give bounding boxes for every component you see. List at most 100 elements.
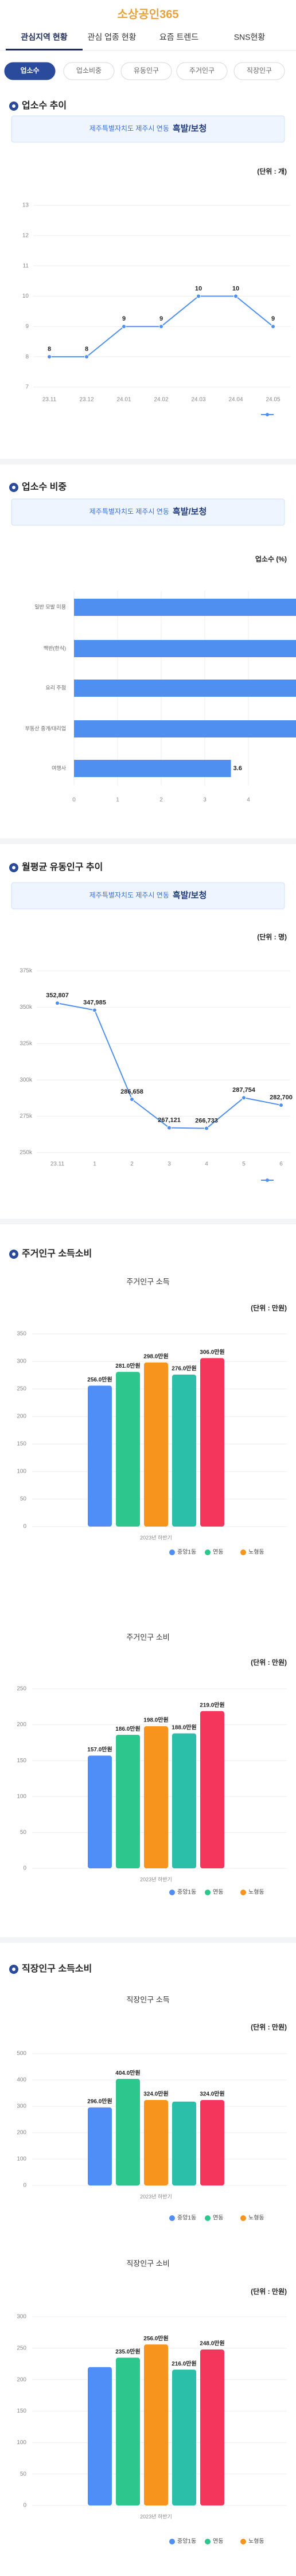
data-label: 286,658 — [120, 1088, 143, 1095]
y-tick-label: 200 — [17, 1722, 26, 1728]
data-point — [233, 294, 238, 299]
y-tick-label: 250 — [17, 2345, 26, 2351]
y-tick-label: 100 — [17, 2156, 26, 2163]
legend-swatch — [205, 1890, 211, 1895]
section-title: 업소수 비중 — [22, 482, 67, 492]
section-icon-dot — [12, 104, 15, 108]
data-point — [204, 1126, 209, 1131]
y-tick-label: 10 — [22, 293, 29, 299]
legend-label: 중앙1동 — [177, 1889, 196, 1896]
tab[interactable]: 관심지역 현황 — [21, 33, 67, 42]
sub-tab-pill — [63, 62, 115, 80]
location-text: 제주특별자치도 제주시 연동 흑발/보청 — [89, 890, 207, 900]
bar — [74, 720, 296, 737]
location-box — [11, 882, 285, 910]
y-tick-label: 8 — [25, 354, 29, 360]
data-label: 276.0만원 — [172, 1365, 196, 1372]
sub-tab-label[interactable]: 업소수 — [20, 67, 39, 75]
data-label: 8 — [85, 346, 88, 353]
y-tick-label: 12 — [22, 232, 29, 239]
y-tick-label: 300 — [17, 2314, 26, 2320]
legend-swatch — [240, 1549, 246, 1555]
data-label: 324.0만원 — [143, 2090, 168, 2098]
tab[interactable]: SNS현황 — [234, 33, 266, 42]
sub-tab-label[interactable]: 업소비중 — [76, 67, 102, 75]
legend-swatch — [240, 1890, 246, 1895]
data-point — [242, 1095, 246, 1100]
data-point — [122, 324, 126, 329]
logo[interactable]: 소상공인365 — [118, 7, 179, 21]
legend-label: 연동 — [213, 2538, 223, 2545]
sub-tab[interactable]: 유동인구 — [120, 62, 172, 80]
sub-tab[interactable]: 업소비중 — [63, 62, 115, 80]
y-tick-label: 백반(한식) — [44, 645, 66, 651]
x-tick-label: 5 — [242, 1161, 246, 1168]
data-label: 188.0만원 — [172, 1723, 196, 1731]
tab[interactable]: 요즘 트렌드 — [159, 33, 198, 42]
location-box — [11, 115, 285, 143]
legend-label: 중앙1동 — [177, 2215, 196, 2222]
x-tick-label: 24.04 — [228, 397, 243, 403]
legend-swatch — [205, 2215, 211, 2221]
x-tick-label: 24.03 — [191, 397, 205, 403]
section-separator — [0, 1937, 296, 1943]
unit-label: (단위 : 만원) — [251, 1658, 287, 1666]
chart-subtitle: 주거인구 소비 — [126, 1633, 169, 1641]
y-tick-label: 50 — [20, 1496, 27, 1502]
bar — [88, 1385, 112, 1527]
bar — [74, 599, 296, 616]
data-point — [84, 354, 89, 360]
sub-tab-label[interactable]: 유동인구 — [134, 67, 159, 75]
sub-tab[interactable]: 업소수 — [4, 62, 56, 80]
data-point — [55, 1001, 60, 1006]
bar — [172, 2370, 196, 2505]
x-tick-label: 23.12 — [79, 397, 94, 403]
sub-tab-label[interactable]: 직장인구 — [247, 67, 272, 75]
y-tick-label: 150 — [17, 2408, 26, 2414]
sub-tab[interactable]: 직장인구 — [233, 62, 285, 80]
data-label: 267,121 — [158, 1117, 181, 1123]
data-label: 282,700 — [270, 1094, 293, 1101]
tab[interactable]: 관심 업종 현황 — [87, 33, 136, 42]
data-label: 198.0만원 — [143, 1716, 168, 1724]
data-label: 216.0만원 — [172, 2360, 196, 2367]
sub-tab-pill — [4, 62, 56, 80]
y-tick-label: 11 — [23, 263, 29, 269]
y-tick-label: 0 — [23, 2503, 26, 2509]
x-tick-label: 4 — [205, 1161, 208, 1168]
section-icon-dot — [12, 1968, 15, 1971]
sub-tab[interactable]: 주거인구 — [176, 62, 228, 80]
data-label: 324.0만원 — [200, 2090, 224, 2098]
x-tick-label: 23.11 — [50, 1161, 65, 1168]
data-label: 219.0만원 — [200, 1701, 224, 1708]
industry: 흑발/보청 — [173, 506, 207, 517]
sub-tab-label[interactable]: 주거인구 — [189, 67, 215, 75]
region: 제주특별자치도 제주시 연동 — [89, 508, 169, 516]
y-tick-label: 50 — [20, 2471, 27, 2477]
data-label: 9 — [159, 315, 163, 322]
x-tick-label: 24.01 — [116, 397, 131, 403]
x-tick-label: 23.11 — [42, 397, 57, 403]
legend-label: 연동 — [213, 1889, 223, 1896]
legend-swatch-dot — [266, 1178, 269, 1182]
y-tick-label: 375k — [20, 968, 33, 974]
unit-label: 업소수 (%) — [255, 555, 287, 563]
data-label: 9 — [122, 315, 126, 322]
data-label: 347,985 — [83, 999, 106, 1006]
y-tick-label: 요리 주점 — [45, 684, 66, 690]
data-label: 8 — [48, 346, 51, 353]
y-tick-label: 0 — [23, 1524, 26, 1530]
y-tick-label: 7 — [25, 384, 29, 391]
legend-label: 연동 — [213, 1549, 223, 1556]
section-separator — [0, 838, 296, 844]
legend-swatch — [240, 2215, 246, 2221]
section-title: 업소수 추이 — [22, 100, 67, 111]
bar — [116, 1372, 140, 1527]
bar — [172, 1733, 196, 1868]
x-tick-label: 2023년 하반기 — [140, 1876, 172, 1882]
unit-label: (단위 : 만원) — [251, 2023, 287, 2031]
x-tick-label: 3 — [203, 797, 207, 803]
y-tick-label: 250 — [17, 1686, 26, 1692]
